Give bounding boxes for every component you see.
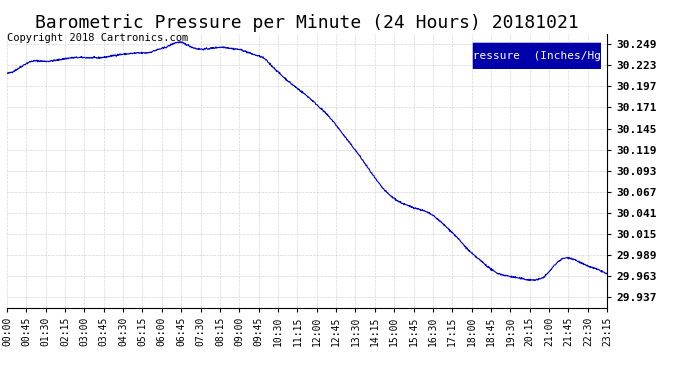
Text: Copyright 2018 Cartronics.com: Copyright 2018 Cartronics.com: [7, 33, 188, 43]
Title: Barometric Pressure per Minute (24 Hours) 20181021: Barometric Pressure per Minute (24 Hours…: [35, 14, 579, 32]
